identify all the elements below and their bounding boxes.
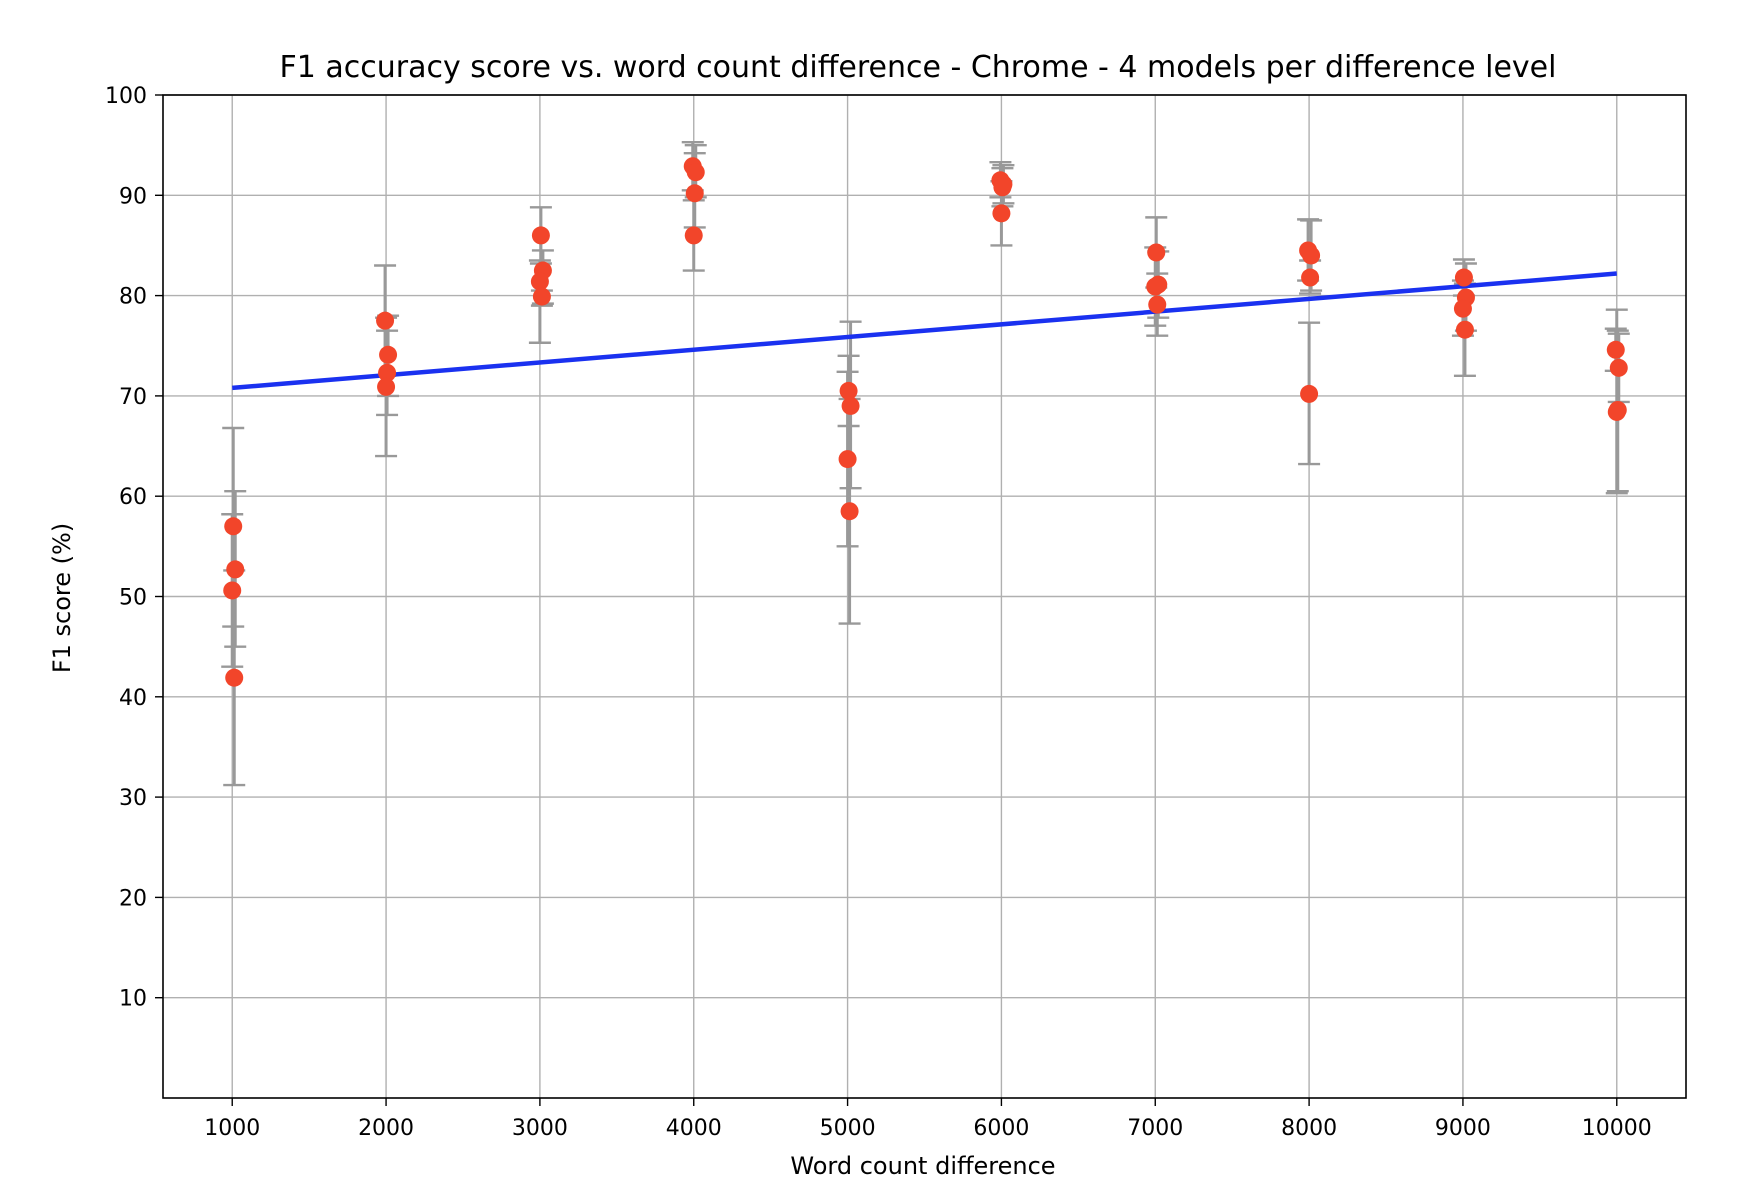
y-tick-label: 60 (119, 485, 147, 510)
y-tick-label: 70 (119, 385, 147, 410)
x-tick-label: 6000 (973, 1116, 1029, 1141)
data-point (686, 163, 705, 182)
data-point (224, 517, 243, 536)
data-point (841, 396, 860, 415)
data-point (1609, 358, 1628, 377)
x-tick-label: 4000 (666, 1116, 722, 1141)
x-tick-label: 5000 (820, 1116, 876, 1141)
y-tick-label: 100 (105, 84, 147, 109)
data-point (376, 311, 395, 330)
y-axis-title: F1 score (%) (48, 523, 76, 673)
y-tick-label: 30 (119, 786, 147, 811)
data-point (1148, 295, 1167, 314)
x-tick-label: 7000 (1127, 1116, 1183, 1141)
y-tick-label: 90 (119, 184, 147, 209)
x-axis-title: Word count difference (790, 1152, 1055, 1180)
data-point (223, 581, 242, 600)
x-tick-label: 10000 (1582, 1116, 1652, 1141)
data-point (226, 560, 245, 579)
data-point (1454, 268, 1473, 287)
y-tick-label: 20 (119, 886, 147, 911)
data-point (1607, 402, 1626, 421)
data-point (1453, 299, 1472, 318)
data-point (1147, 243, 1166, 262)
data-points (223, 157, 1628, 687)
data-point (378, 363, 397, 382)
data-point (684, 226, 703, 245)
data-point (838, 450, 857, 469)
x-tick-label: 3000 (512, 1116, 568, 1141)
trend-line (232, 271, 1617, 391)
data-point (1301, 268, 1320, 287)
data-point (1300, 384, 1319, 403)
data-point (379, 345, 398, 364)
x-tick-label: 9000 (1435, 1116, 1491, 1141)
x-tick-label: 8000 (1281, 1116, 1337, 1141)
data-point (1606, 340, 1625, 359)
data-point (532, 287, 551, 306)
data-point (530, 272, 549, 291)
data-point (993, 178, 1012, 197)
data-point (685, 184, 704, 203)
data-point (225, 668, 244, 687)
y-tick-label: 10 (119, 987, 147, 1012)
x-axis-ticks: 1000 2000 3000 4000 5000 6000 7000 8000 9000 1000… (204, 1098, 1652, 1141)
grid (163, 94, 1686, 1098)
data-point (992, 204, 1011, 223)
data-point (1146, 277, 1165, 296)
y-tick-label: 40 (119, 686, 147, 711)
y-axis-ticks: 10 20 30 40 50 60 70 80 90 100 (105, 84, 163, 1012)
data-point (839, 381, 858, 400)
trend-line-group (232, 271, 1617, 391)
y-tick-label: 50 (119, 586, 147, 611)
data-point (840, 502, 859, 521)
y-tick-label: 80 (119, 285, 147, 310)
data-point (531, 226, 550, 245)
data-point (1455, 320, 1474, 339)
chart-title: F1 accuracy score vs. word count differe… (280, 50, 1557, 85)
data-point (1302, 246, 1321, 265)
data-point (377, 377, 396, 396)
x-tick-label: 2000 (358, 1116, 414, 1141)
x-tick-label: 1000 (204, 1116, 260, 1141)
